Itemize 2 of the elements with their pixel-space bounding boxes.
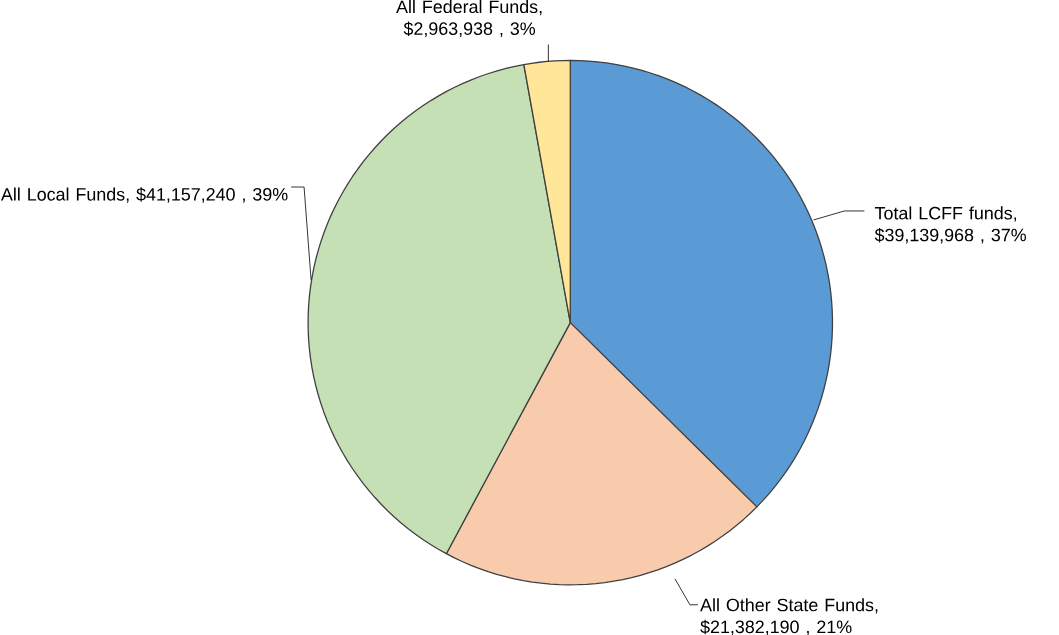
data-label: , $41,157,240 , 39% (126, 187, 288, 203)
slice-label: All Local Funds (0, 187, 125, 201)
